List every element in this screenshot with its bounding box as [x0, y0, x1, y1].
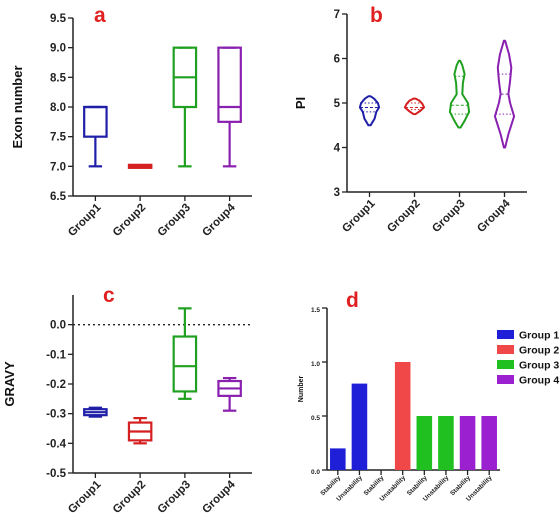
panel-c-letter: c — [103, 284, 115, 307]
y-tick-label: 8.0 — [50, 102, 66, 114]
violin-outline — [493, 39, 516, 149]
y-tick-label: 7 — [334, 9, 340, 21]
box-group4 — [217, 376, 242, 412]
y-tick-label: 8.5 — [50, 72, 67, 84]
violin-outline — [448, 59, 471, 129]
panel-d-letter: d — [346, 289, 359, 312]
panel-d-stability-bars: d Group 1 Group 2 Group 3 Group 4 0.0 0.5 1.0… — [298, 289, 559, 503]
x-tick-label: Group1 — [66, 201, 104, 239]
bar — [416, 416, 433, 470]
y-axis-label: Exon number — [10, 65, 25, 148]
box-iqr — [172, 335, 198, 393]
y-tick-label: -0.1 — [46, 349, 66, 361]
y-tick-label: 0.0 — [311, 469, 320, 476]
y-axis-label: PI — [293, 97, 308, 109]
y-tick-label: 5 — [334, 98, 341, 110]
legend-label: Group 3 — [519, 360, 559, 372]
bar — [330, 448, 346, 470]
x-tick-label: Group3 — [156, 202, 193, 239]
violin-group1 — [358, 95, 381, 127]
y-tick-label: 4 — [334, 143, 341, 155]
y-tick-label: 0.5 — [311, 415, 320, 422]
x-tick-label: Group1 — [66, 478, 104, 516]
box-group1 — [83, 105, 108, 168]
x-tick-label: Group4 — [200, 201, 238, 239]
y-tick-label: 6.5 — [50, 191, 67, 203]
y-tick-label: -0.5 — [46, 468, 66, 480]
box-group2 — [127, 417, 153, 445]
legend-swatch — [497, 375, 514, 384]
legend-label: Group 1 — [519, 330, 559, 342]
bar — [438, 416, 454, 470]
bar — [351, 383, 368, 470]
violin-group3 — [448, 59, 471, 129]
legend-label: Group 4 — [519, 375, 559, 387]
panel-b-pi: b 3 4 5 6 7 Group1 Group2 Group3 Group4 PI — [293, 4, 527, 235]
box-iqr — [83, 105, 108, 138]
violin-outline — [403, 97, 426, 116]
y-axis-label: GRAVY — [2, 361, 17, 407]
y-tick-label: -0.3 — [46, 409, 66, 421]
bar — [394, 362, 411, 470]
y-axis-label: Number — [298, 376, 305, 403]
y-tick-label: 7.5 — [50, 132, 67, 144]
violin-outline — [358, 95, 381, 127]
violin-group4 — [493, 39, 516, 149]
box-group4 — [217, 46, 242, 168]
y-tick-label: 7.0 — [50, 161, 66, 173]
legend-swatch — [497, 330, 514, 339]
panel-b-letter: b — [370, 4, 383, 27]
y-tick-label: 0.0 — [50, 320, 66, 332]
legend-swatch — [497, 360, 514, 369]
y-tick-label: 1.0 — [311, 361, 320, 368]
y-tick-label: 1.5 — [311, 307, 320, 314]
x-tick-label: Group2 — [385, 198, 422, 235]
legend-swatch — [497, 345, 514, 354]
y-tick-label: -0.2 — [46, 379, 66, 391]
x-tick-label: Group2 — [111, 479, 148, 516]
panel-a-letter: a — [94, 4, 106, 27]
bar — [459, 416, 476, 470]
x-tick-label: Group3 — [430, 198, 467, 235]
legend-label: Group 2 — [519, 345, 559, 357]
legend: Group 1 Group 2 Group 3 Group 4 — [497, 330, 559, 387]
x-tick-label: Group2 — [111, 202, 148, 239]
box-group3 — [172, 46, 198, 168]
box-group3 — [172, 307, 198, 400]
y-tick-label: -0.4 — [46, 438, 66, 450]
box-group1 — [83, 406, 108, 418]
x-tick-label: Group3 — [156, 479, 193, 516]
violin-group2 — [403, 97, 426, 116]
x-tick-label: Group4 — [200, 478, 238, 516]
y-tick-label: 9.5 — [50, 13, 67, 25]
x-tick-label: Group1 — [340, 197, 378, 235]
y-tick-label: 3 — [334, 187, 340, 199]
box-iqr — [217, 46, 242, 123]
bar — [481, 416, 497, 470]
y-tick-label: 6 — [334, 54, 340, 66]
box-group2 — [127, 163, 153, 169]
x-tick-label: Group4 — [475, 197, 513, 235]
y-tick-label: 9.0 — [50, 43, 66, 55]
